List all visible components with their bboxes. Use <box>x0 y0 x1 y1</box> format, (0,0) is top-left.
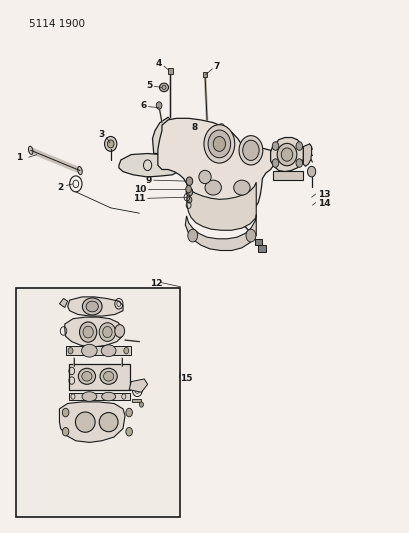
Bar <box>66 346 131 355</box>
Circle shape <box>62 408 69 417</box>
Circle shape <box>187 197 191 203</box>
Ellipse shape <box>204 125 234 163</box>
Ellipse shape <box>104 136 117 151</box>
Circle shape <box>115 325 124 337</box>
Polygon shape <box>157 118 275 216</box>
Polygon shape <box>59 402 125 442</box>
Circle shape <box>124 348 128 354</box>
Text: 5: 5 <box>146 81 152 90</box>
Circle shape <box>198 126 203 133</box>
Circle shape <box>126 408 132 417</box>
Ellipse shape <box>233 180 249 195</box>
Ellipse shape <box>238 136 262 165</box>
Text: 3: 3 <box>98 130 104 139</box>
Ellipse shape <box>75 412 95 432</box>
Ellipse shape <box>281 148 292 161</box>
Ellipse shape <box>198 170 211 183</box>
Polygon shape <box>129 379 147 392</box>
Bar <box>167 68 172 74</box>
Text: 14: 14 <box>317 199 330 208</box>
Ellipse shape <box>81 344 97 357</box>
Circle shape <box>156 102 162 109</box>
Ellipse shape <box>99 322 115 341</box>
Ellipse shape <box>82 372 92 381</box>
Ellipse shape <box>83 326 93 338</box>
Polygon shape <box>270 138 303 172</box>
Circle shape <box>272 142 278 150</box>
Circle shape <box>126 427 132 436</box>
Ellipse shape <box>102 326 112 338</box>
Text: 9: 9 <box>145 176 151 184</box>
Ellipse shape <box>103 372 114 381</box>
Ellipse shape <box>276 143 296 166</box>
Polygon shape <box>119 154 180 177</box>
Circle shape <box>307 166 315 177</box>
Ellipse shape <box>242 140 258 160</box>
Circle shape <box>245 229 255 242</box>
Ellipse shape <box>78 368 95 384</box>
Polygon shape <box>185 214 256 251</box>
Circle shape <box>187 229 197 242</box>
Circle shape <box>68 348 73 354</box>
Text: 11: 11 <box>133 194 146 203</box>
Text: 8: 8 <box>191 124 198 132</box>
Polygon shape <box>187 182 256 230</box>
Circle shape <box>139 402 143 407</box>
Bar <box>69 364 129 390</box>
Ellipse shape <box>82 392 97 401</box>
Text: 13: 13 <box>317 190 329 199</box>
Bar <box>202 72 207 77</box>
Ellipse shape <box>100 368 117 384</box>
Polygon shape <box>152 117 171 154</box>
Circle shape <box>186 188 192 196</box>
Circle shape <box>295 159 302 167</box>
Text: 12: 12 <box>150 279 162 288</box>
Circle shape <box>295 142 302 150</box>
Polygon shape <box>65 317 122 347</box>
Ellipse shape <box>107 140 114 148</box>
Ellipse shape <box>79 322 97 342</box>
Text: 1: 1 <box>16 153 22 161</box>
Circle shape <box>62 427 69 436</box>
Text: 10: 10 <box>134 185 146 193</box>
Ellipse shape <box>101 345 116 357</box>
Text: 4: 4 <box>155 60 162 68</box>
Ellipse shape <box>213 136 225 151</box>
Text: 7: 7 <box>213 62 219 71</box>
Polygon shape <box>67 297 123 316</box>
Text: 2: 2 <box>57 183 63 192</box>
Bar <box>254 239 262 245</box>
Ellipse shape <box>101 392 115 401</box>
Ellipse shape <box>82 298 102 315</box>
Circle shape <box>272 159 278 167</box>
Bar <box>132 399 141 402</box>
Ellipse shape <box>204 180 221 195</box>
Ellipse shape <box>208 130 230 158</box>
Bar <box>16 288 180 517</box>
Polygon shape <box>59 298 67 308</box>
Ellipse shape <box>86 301 98 312</box>
Text: 5114 1900: 5114 1900 <box>29 19 85 29</box>
Polygon shape <box>303 144 311 166</box>
Text: 15: 15 <box>180 374 192 383</box>
Ellipse shape <box>159 83 168 92</box>
Bar <box>69 393 129 400</box>
Ellipse shape <box>99 413 118 432</box>
Ellipse shape <box>162 85 166 90</box>
Circle shape <box>185 185 191 193</box>
Bar <box>258 245 265 252</box>
Text: 6: 6 <box>140 101 146 110</box>
Circle shape <box>186 177 192 185</box>
Bar <box>272 171 303 180</box>
